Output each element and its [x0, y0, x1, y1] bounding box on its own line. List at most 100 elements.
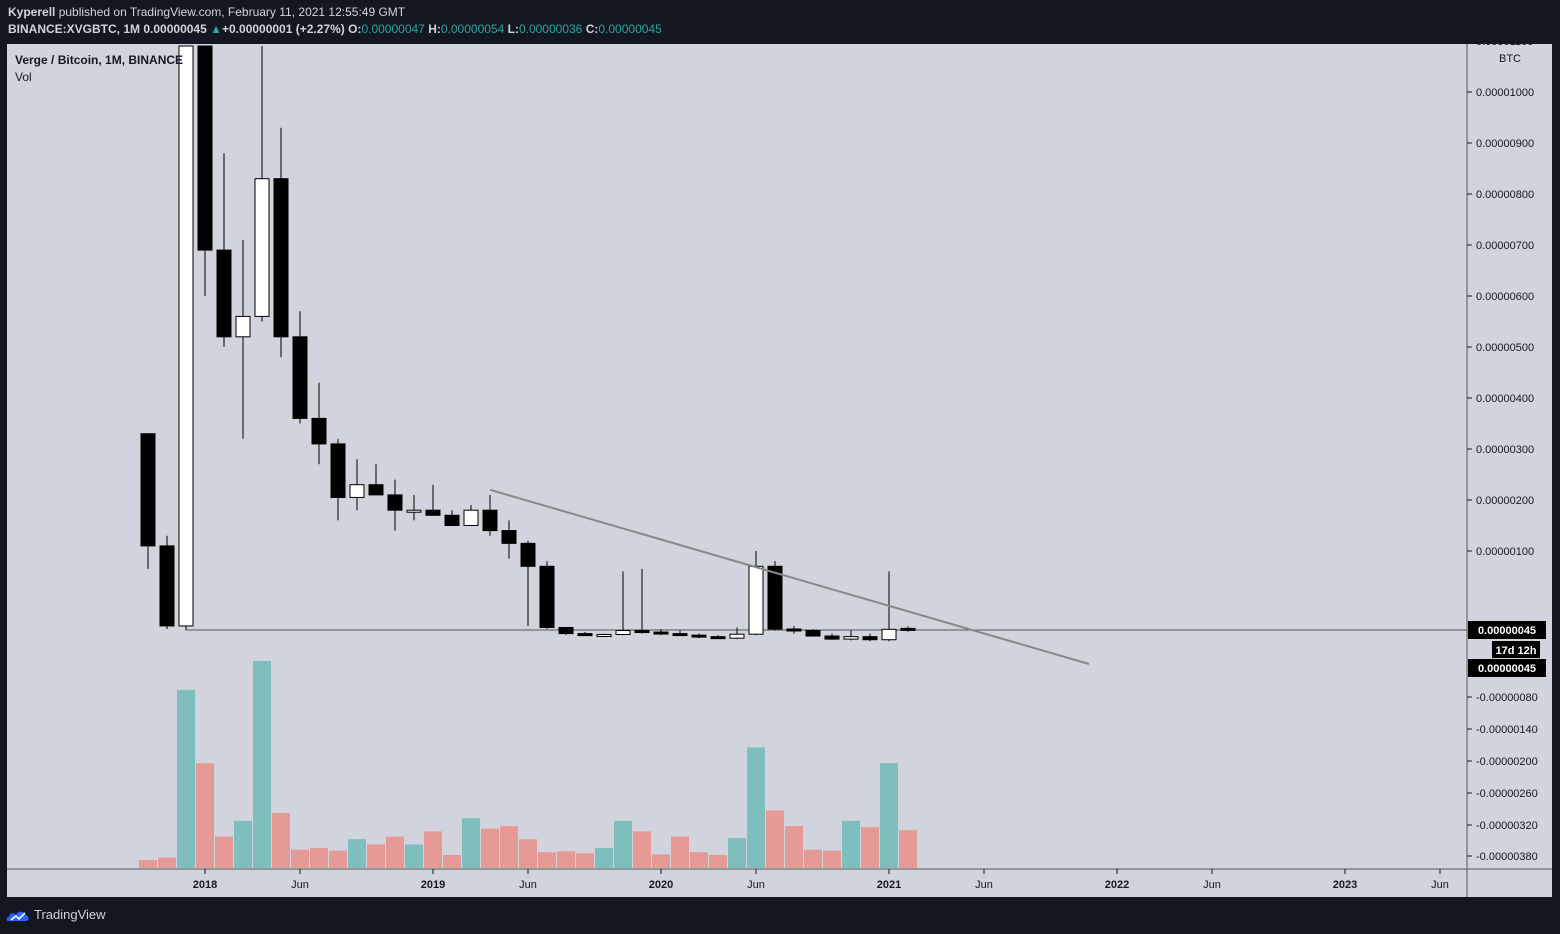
volume-bar-2021-01 [880, 763, 898, 868]
time-tick-label-6: 2021 [877, 879, 901, 891]
candle-2019-06 [520, 540, 536, 626]
trendline-mark [489, 488, 1090, 665]
volume-bar-2020-09 [804, 849, 822, 868]
time-tick-label-7: Jun [975, 879, 993, 891]
candle-body-2020-06 [748, 565, 764, 635]
candle-body-2018-07 [311, 417, 327, 445]
candle-body-2020-04 [710, 636, 726, 640]
time-tick-label-0: 2018 [193, 879, 217, 891]
volume-bar-2020-10 [823, 850, 841, 868]
candle-2020-01 [653, 629, 669, 636]
time-tick-label-4: 2020 [649, 879, 673, 891]
price-ticks: 0.00001100 0.00001000 0.00000900 0.00000800… [1467, 36, 1538, 863]
cloud-icon [6, 911, 29, 921]
candle-body-2019-05 [501, 530, 517, 544]
candle-2019-02 [444, 510, 460, 526]
candle-2020-09 [805, 629, 821, 637]
candle-2019-09 [577, 632, 593, 637]
volume-bar-2018-06 [291, 849, 309, 868]
time-tick-label-8: 2022 [1105, 879, 1129, 891]
candle-2019-08 [558, 626, 574, 636]
trendline[interactable] [489, 488, 1090, 665]
candle-body-2018-08 [330, 443, 346, 498]
candle-body-2019-07 [539, 565, 555, 628]
candle-body-2019-12 [634, 630, 650, 634]
volume-bar-2017-10 [139, 860, 157, 868]
volume-bar-2020-07 [766, 810, 784, 868]
volume-bar-2020-04 [709, 854, 727, 868]
volume-bar-2018-08 [329, 850, 347, 868]
candle-2019-04 [482, 494, 498, 536]
candle-body-2018-12 [406, 509, 422, 513]
tradingview-brand: TradingView [34, 907, 106, 922]
candle-2020-10 [824, 633, 840, 640]
volume-bar-2019-04 [481, 828, 499, 868]
volume-bars [139, 661, 917, 868]
price-tick-label-1: 0.00001000 [1476, 87, 1534, 99]
published-text: published on TradingView.com, February 1… [55, 5, 406, 19]
candle-body-2019-09 [577, 633, 593, 637]
candle-body-2018-10 [368, 484, 384, 496]
volume-bar-2018-05 [272, 812, 290, 868]
time-tick-label-10: 2023 [1333, 879, 1357, 891]
candle-body-2017-11 [159, 545, 175, 627]
candle-body-2020-05 [729, 633, 745, 639]
price-tick-label-0: 0.00001100 [1476, 36, 1533, 48]
publish-info: Kyperell published on TradingView.com, F… [8, 5, 405, 19]
candle-2020-03 [691, 633, 707, 639]
price-chart[interactable]: 0.00001100 0.00001000 0.00000900 0.00000800… [0, 0, 1560, 897]
volume-bar-2019-12 [633, 831, 651, 868]
price-tick-label-2: 0.00000900 [1476, 138, 1534, 150]
volume-bar-2018-09 [348, 839, 366, 868]
candle-2018-01 [197, 45, 213, 296]
candle-body-2019-10 [596, 634, 612, 638]
candle-2018-10 [368, 464, 384, 496]
candle-body-2020-10 [824, 635, 840, 640]
current-price-box-2 [1468, 659, 1546, 677]
volume-bar-2020-02 [671, 836, 689, 868]
price-tick-lower-label-3: -0.00000260 [1476, 788, 1538, 800]
countdown-box [1492, 641, 1540, 658]
volume-bar-2020-12 [861, 827, 879, 868]
candle-2018-09 [349, 459, 365, 511]
candle-body-2018-09 [349, 484, 365, 498]
candle-body-2019-06 [520, 542, 536, 567]
candle-2018-06 [292, 311, 308, 424]
volume-bar-2018-02 [215, 836, 233, 868]
candle-2020-04 [710, 635, 726, 640]
volume-bar-2019-02 [443, 854, 461, 868]
time-tick-label-1: Jun [291, 879, 309, 891]
price-tick-lower-label-1: -0.00000140 [1476, 724, 1538, 736]
publisher-name: Kyperell [8, 5, 56, 19]
candle-body-2020-07 [767, 565, 783, 630]
candle-2019-10 [596, 633, 612, 638]
volume-bar-2019-01 [424, 831, 442, 868]
candle-2019-12 [634, 568, 650, 634]
candle-2017-10 [140, 433, 156, 569]
volume-bar-2018-07 [310, 848, 328, 868]
tradingview-logo[interactable]: TradingView [6, 907, 106, 922]
volume-bar-2020-01 [652, 854, 670, 868]
time-tick-label-5: Jun [747, 879, 765, 891]
candle-body-2019-08 [558, 626, 574, 635]
time-tick-label-9: Jun [1203, 879, 1221, 891]
candle-body-2020-12 [862, 636, 878, 641]
candle-body-2018-03 [235, 315, 251, 338]
price-tick-lower-label-2: -0.00000200 [1476, 756, 1538, 768]
time-tick-label-2: 2019 [421, 879, 445, 891]
current-price-label-2: 0.00000045 [1478, 663, 1536, 675]
volume-bar-2020-05 [728, 838, 746, 868]
time-axis[interactable] [7, 869, 1467, 897]
legend-title: Verge / Bitcoin, 1M, BINANCE [15, 53, 183, 67]
volume-bar-2018-10 [367, 844, 385, 868]
price-axis[interactable] [1467, 44, 1552, 869]
candle-body-2019-02 [444, 514, 460, 526]
volume-bar-2018-03 [234, 820, 252, 868]
chart-pane[interactable] [7, 44, 1467, 869]
candle-body-2020-01 [653, 631, 669, 635]
candle-2020-11 [843, 630, 859, 641]
candle-2020-05 [729, 627, 745, 640]
candles [140, 45, 916, 642]
candle-body-2018-06 [292, 336, 308, 419]
volume-bar-2019-11 [614, 820, 632, 868]
